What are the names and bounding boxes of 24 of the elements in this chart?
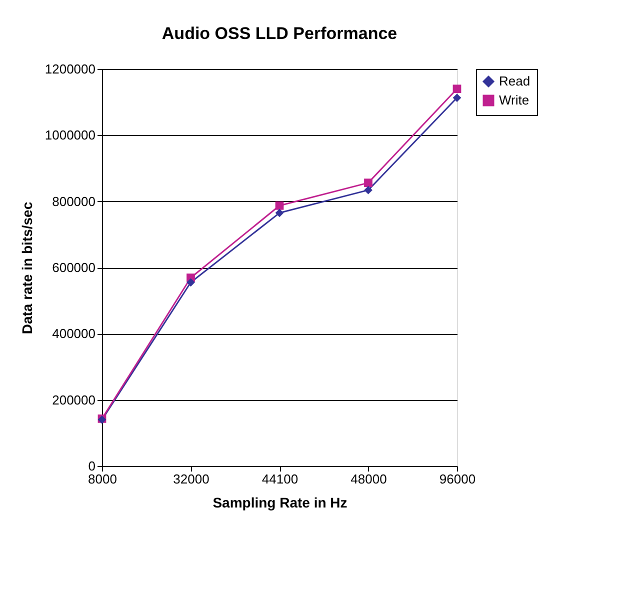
y-tick-label: 200000 (52, 392, 96, 408)
y-tick-label: 800000 (52, 194, 96, 209)
point (452, 84, 462, 94)
x-tick-label: 48000 (350, 472, 387, 486)
point (364, 186, 372, 194)
y-tick-label: 0 (88, 458, 96, 474)
x-tick-label: 8000 (88, 472, 117, 486)
y-tick-label: 1000000 (44, 128, 96, 143)
point (452, 94, 462, 102)
legend-label: Write (499, 92, 530, 108)
y-tick-label: 400000 (52, 326, 96, 342)
point (275, 201, 284, 210)
point (186, 278, 195, 287)
point (364, 178, 372, 187)
y-axis-title: Data rate in bits/sec (18, 202, 35, 334)
x-tick-label: 32000 (173, 472, 210, 486)
chart-title: Audio OSS LLD Performance (162, 24, 398, 43)
y-tick-label: 1200000 (44, 62, 96, 76)
point (275, 208, 284, 218)
x-tick-label: 96000 (439, 472, 476, 486)
x-axis-title: Sampling Rate in Hz (212, 494, 348, 510)
y-tick-label: 600000 (52, 260, 96, 275)
legend-label: Read (499, 74, 530, 88)
x-tick-label: 44100 (262, 472, 298, 486)
